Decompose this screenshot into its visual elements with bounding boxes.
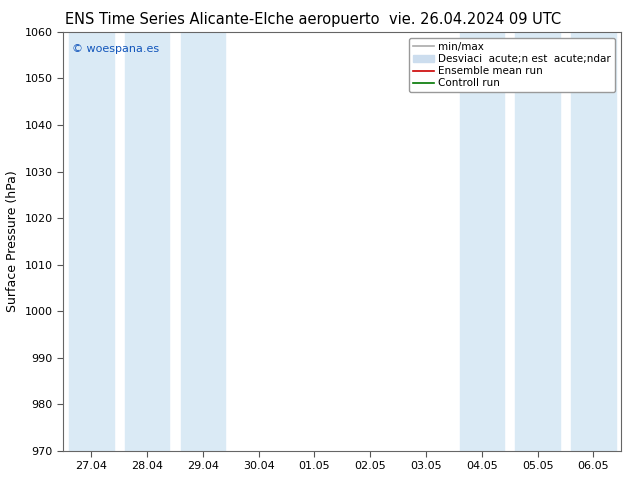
Bar xyxy=(460,32,504,451)
Bar xyxy=(125,32,169,451)
Bar xyxy=(181,32,225,451)
Legend: min/max, Desviaci  acute;n est  acute;ndar, Ensemble mean run, Controll run: min/max, Desviaci acute;n est acute;ndar… xyxy=(409,38,615,93)
Y-axis label: Surface Pressure (hPa): Surface Pressure (hPa) xyxy=(6,171,19,312)
Bar xyxy=(515,32,560,451)
Text: vie. 26.04.2024 09 UTC: vie. 26.04.2024 09 UTC xyxy=(389,12,562,27)
Text: ENS Time Series Alicante-Elche aeropuerto: ENS Time Series Alicante-Elche aeropuert… xyxy=(65,12,379,27)
Text: © woespana.es: © woespana.es xyxy=(72,45,159,54)
Bar xyxy=(571,32,616,451)
Bar xyxy=(69,32,113,451)
